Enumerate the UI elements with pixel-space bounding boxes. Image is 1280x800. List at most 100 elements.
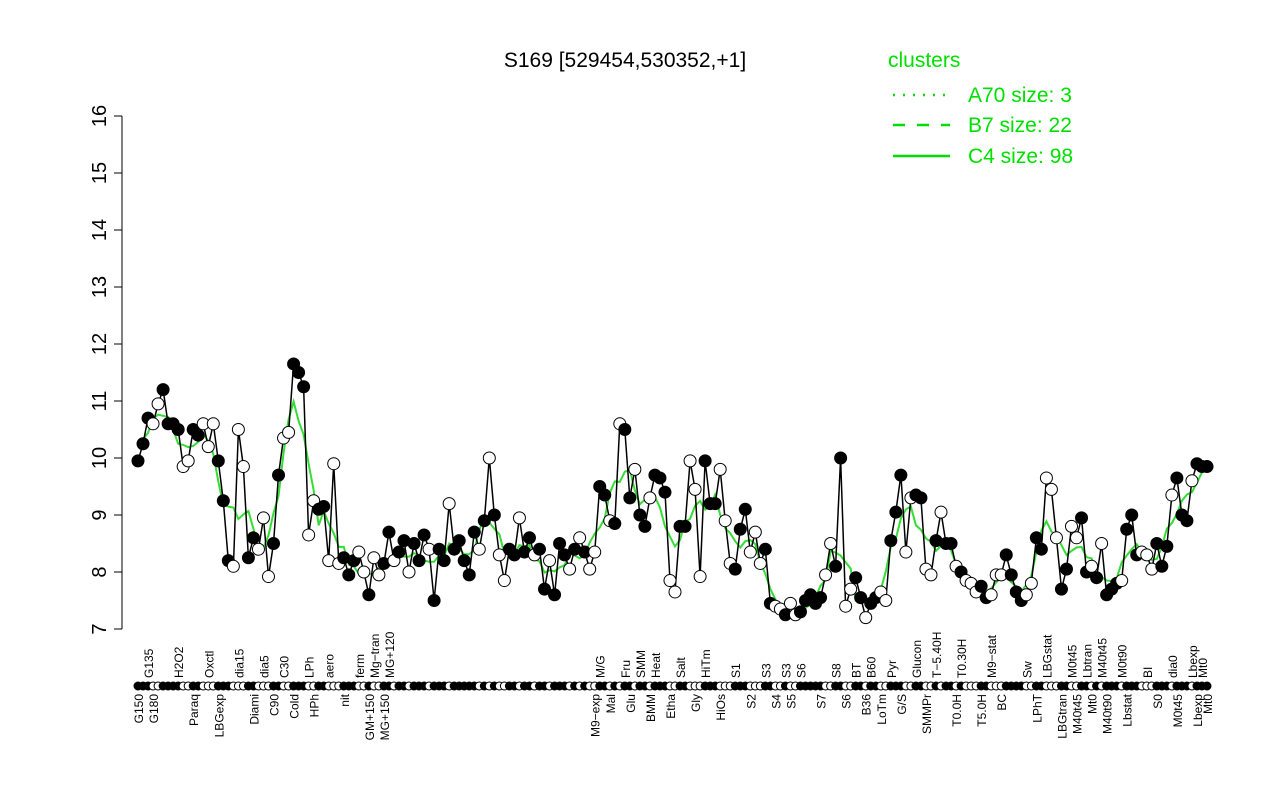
x-tick-label: Gly [689,694,703,712]
x-tick-label: Cold [288,694,302,719]
data-point [1044,482,1058,496]
x-tick-label: M9−exp [589,694,603,737]
x-tick-label: BC [995,694,1009,711]
x-tick-label: M0t90 [1116,644,1130,678]
data-point [241,551,255,565]
data-point [402,565,416,579]
x-tick-label: HPh [308,694,322,717]
data-point [814,591,828,605]
data-point [1155,559,1169,573]
data-point [206,417,220,431]
data-point [598,488,612,502]
data-point [683,454,697,468]
data-point [477,514,491,528]
data-point [618,423,632,436]
x-tick-label: HiOs [714,694,728,721]
x-tick-label: Lbexp [1191,694,1205,727]
x-tick-label: G150 [132,694,146,724]
x-tick-label: Pyr [885,660,899,678]
data-point [302,528,316,542]
x-tick-label: M40t45 [1071,694,1085,734]
data-point [538,582,552,596]
data-point [783,596,797,610]
data-point [934,505,948,519]
data-point [819,568,833,582]
y-tick-label: 15 [89,162,111,184]
x-tick-label: Lbstat [1121,693,1135,726]
x-tick-label: Mt0 [1201,694,1215,714]
data-point [487,508,501,522]
x-tick-label: LPh [303,657,317,678]
x-tick-label: Sw [1020,661,1034,678]
data-point [1034,542,1048,556]
x-tick-label: T0.30H [955,639,969,678]
data-point [894,468,908,482]
x-tick-label: B60 [865,656,879,678]
x-tick-label: MG+150 [378,694,392,741]
data-point [889,505,903,519]
x-tick-label: S3 [779,663,793,678]
data-point [663,574,677,588]
data-point [844,582,858,596]
data-point [297,380,311,394]
data-point [548,588,562,602]
x-tick-label: nit [338,693,352,706]
data-point [638,519,652,533]
data-point [974,579,988,593]
data-point [216,494,230,508]
data-point [854,591,868,605]
data-point [583,562,597,576]
data-point [849,571,863,585]
data-point [181,454,195,468]
x-tick-label: S6 [840,694,854,709]
x-tick-label: G/S [895,694,909,715]
data-point [718,514,732,528]
data-point [267,537,281,550]
x-tick-label: Fru [619,660,633,678]
x-tick-label: HiTm [699,649,713,678]
data-point [944,537,958,550]
x-tick-label: H2O2 [172,646,186,678]
x-tick-label: Glucon [910,640,924,678]
x-tick-label: SMMPr [920,694,934,734]
x-tick-label: LBGtran [1055,694,1069,739]
x-tick-label: Lbtran [1081,644,1095,678]
data-point [136,437,150,451]
data-point [392,545,406,559]
x-tick-label: Mt0 [1086,694,1100,714]
x-tick-label: Mt0 [1196,658,1210,678]
x-tick-label: T0.0H [950,694,964,727]
data-point [251,542,265,556]
data-point [533,542,547,556]
data-point [407,537,421,550]
data-point [256,511,270,525]
data-point [367,551,381,565]
data-point [1180,514,1194,528]
data-point [467,525,481,539]
x-tick-label: Diami [247,694,261,725]
x-tick-label: SMM [634,650,648,678]
data-point [1029,531,1043,545]
x-tick-label: LBGstat [1040,634,1054,678]
data-point [1170,471,1184,485]
x-tick-label: C30 [278,656,292,678]
y-tick-label: 8 [89,566,111,577]
x-tick-label: S6 [794,663,808,678]
data-point [1039,471,1053,485]
data-point [272,468,286,482]
x-tick-label: BMM [644,694,658,722]
data-point [1019,588,1033,602]
data-point [633,508,647,522]
data-point [984,588,998,602]
x-tick-label: M0t45 [1171,694,1185,728]
x-tick-label: LPhT [1030,693,1044,722]
data-point [452,534,466,548]
data-point [834,451,848,465]
legend-entry-b7: B7 size: 22 [968,114,1072,137]
data-point [357,565,371,579]
y-tick-label: 12 [89,333,111,355]
data-point [231,423,245,436]
data-point [146,417,160,431]
data-point [522,531,536,545]
